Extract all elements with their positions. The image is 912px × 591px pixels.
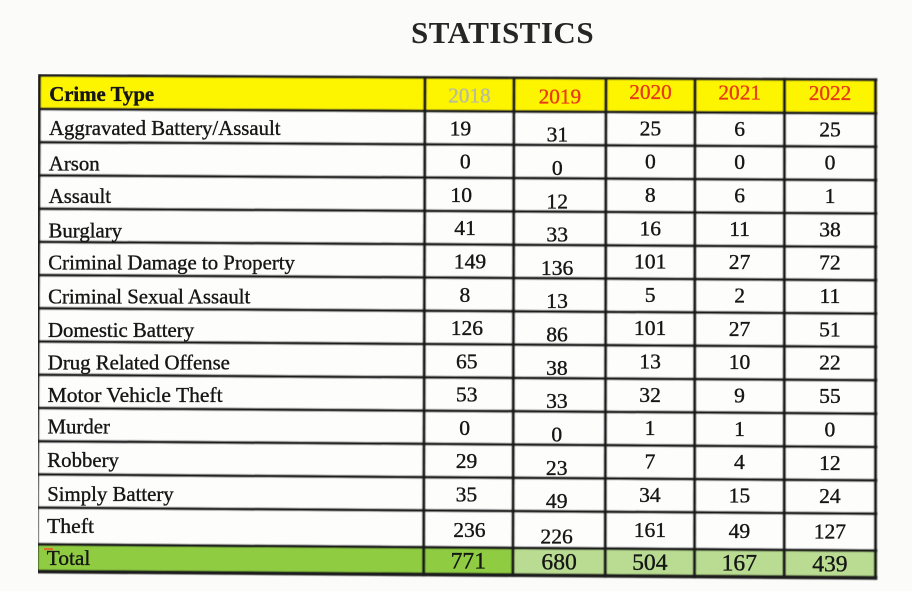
svg-text:Aggravated Battery/Assault: Aggravated Battery/Assault (49, 117, 281, 140)
svg-text:10: 10 (450, 183, 472, 207)
svg-text:51: 51 (819, 317, 841, 341)
svg-text:22: 22 (819, 351, 841, 375)
svg-text:0: 0 (825, 151, 836, 175)
svg-text:0: 0 (825, 417, 836, 441)
svg-text:13: 13 (546, 289, 568, 313)
svg-text:41: 41 (454, 216, 476, 240)
svg-text:2020: 2020 (629, 80, 672, 104)
svg-text:8: 8 (645, 183, 656, 207)
svg-text:Burglary: Burglary (49, 219, 123, 242)
svg-text:Domestic Battery: Domestic Battery (48, 319, 195, 342)
svg-text:12: 12 (819, 451, 841, 475)
svg-text:19: 19 (450, 116, 472, 140)
svg-text:53: 53 (456, 383, 478, 407)
svg-text:0: 0 (459, 416, 470, 440)
svg-text:504: 504 (632, 550, 668, 576)
svg-text:Robbery: Robbery (47, 449, 119, 472)
svg-text:0: 0 (551, 423, 562, 447)
svg-text:25: 25 (640, 116, 662, 140)
svg-text:Criminal Sexual Assault: Criminal Sexual Assault (48, 285, 250, 308)
svg-text:Crime Type: Crime Type (49, 83, 154, 106)
svg-text:6: 6 (734, 117, 745, 141)
svg-text:13: 13 (639, 350, 661, 374)
svg-text:27: 27 (729, 250, 751, 274)
svg-text:72: 72 (819, 251, 841, 275)
svg-text:Murder: Murder (48, 416, 110, 439)
svg-text:161: 161 (634, 518, 666, 542)
svg-text:55: 55 (819, 384, 841, 408)
svg-text:16: 16 (640, 216, 662, 240)
svg-text:4: 4 (734, 450, 745, 474)
svg-text:Drug Related Offense: Drug Related Offense (48, 351, 230, 374)
svg-text:2019: 2019 (539, 85, 582, 109)
svg-text:38: 38 (546, 356, 568, 380)
svg-text:49: 49 (729, 519, 751, 543)
svg-text:24: 24 (819, 484, 841, 508)
svg-text:2021: 2021 (718, 81, 761, 105)
svg-text:Simply Battery: Simply Battery (47, 483, 174, 506)
svg-text:226: 226 (540, 524, 573, 548)
svg-text:33: 33 (546, 389, 568, 413)
svg-text:1: 1 (645, 416, 656, 440)
svg-text:33: 33 (546, 223, 568, 247)
svg-text:2: 2 (734, 284, 745, 308)
svg-text:11: 11 (820, 284, 841, 308)
svg-text:35: 35 (456, 483, 478, 507)
svg-text:Criminal Damage to Property: Criminal Damage to Property (48, 252, 295, 275)
svg-text:7: 7 (645, 450, 656, 474)
svg-text:0: 0 (460, 150, 471, 174)
svg-text:2022: 2022 (809, 81, 852, 105)
svg-text:5: 5 (645, 283, 656, 307)
svg-text:10: 10 (729, 350, 751, 374)
svg-text:38: 38 (819, 217, 841, 241)
svg-text:11: 11 (729, 217, 750, 241)
svg-text:0: 0 (552, 156, 563, 180)
svg-text:136: 136 (541, 256, 574, 280)
svg-text:31: 31 (547, 123, 569, 147)
svg-text:Arson: Arson (49, 152, 100, 175)
svg-text:29: 29 (456, 449, 478, 473)
svg-text:236: 236 (453, 518, 486, 542)
svg-text:9: 9 (734, 384, 745, 408)
svg-text:127: 127 (814, 520, 847, 544)
svg-text:771: 771 (451, 549, 486, 575)
svg-text:12: 12 (546, 189, 568, 213)
svg-text:1: 1 (825, 184, 836, 208)
svg-text:0: 0 (734, 150, 745, 174)
svg-text:2018: 2018 (448, 83, 491, 107)
svg-text:0: 0 (645, 150, 656, 174)
svg-text:126: 126 (451, 316, 484, 340)
svg-text:86: 86 (546, 323, 568, 347)
svg-text:23: 23 (546, 456, 568, 480)
svg-text:15: 15 (729, 484, 751, 508)
svg-text:101: 101 (634, 250, 666, 274)
svg-text:25: 25 (819, 117, 841, 141)
svg-text:167: 167 (722, 551, 758, 577)
svg-text:6: 6 (734, 184, 745, 208)
svg-text:101: 101 (634, 316, 666, 340)
svg-text:439: 439 (812, 551, 847, 577)
svg-text:32: 32 (639, 383, 661, 407)
svg-text:1: 1 (734, 417, 745, 441)
svg-text:Motor Vehicle Theft: Motor Vehicle Theft (48, 384, 223, 407)
svg-text:8: 8 (460, 283, 471, 307)
svg-text:27: 27 (729, 317, 751, 341)
svg-text:Assault: Assault (49, 185, 112, 208)
svg-text:49: 49 (546, 489, 568, 513)
svg-text:65: 65 (456, 349, 478, 373)
svg-text:Total: Total (47, 546, 91, 570)
svg-text:Theft: Theft (47, 515, 94, 538)
svg-text:149: 149 (454, 250, 486, 274)
svg-text:34: 34 (639, 483, 661, 507)
svg-text:680: 680 (541, 549, 576, 575)
